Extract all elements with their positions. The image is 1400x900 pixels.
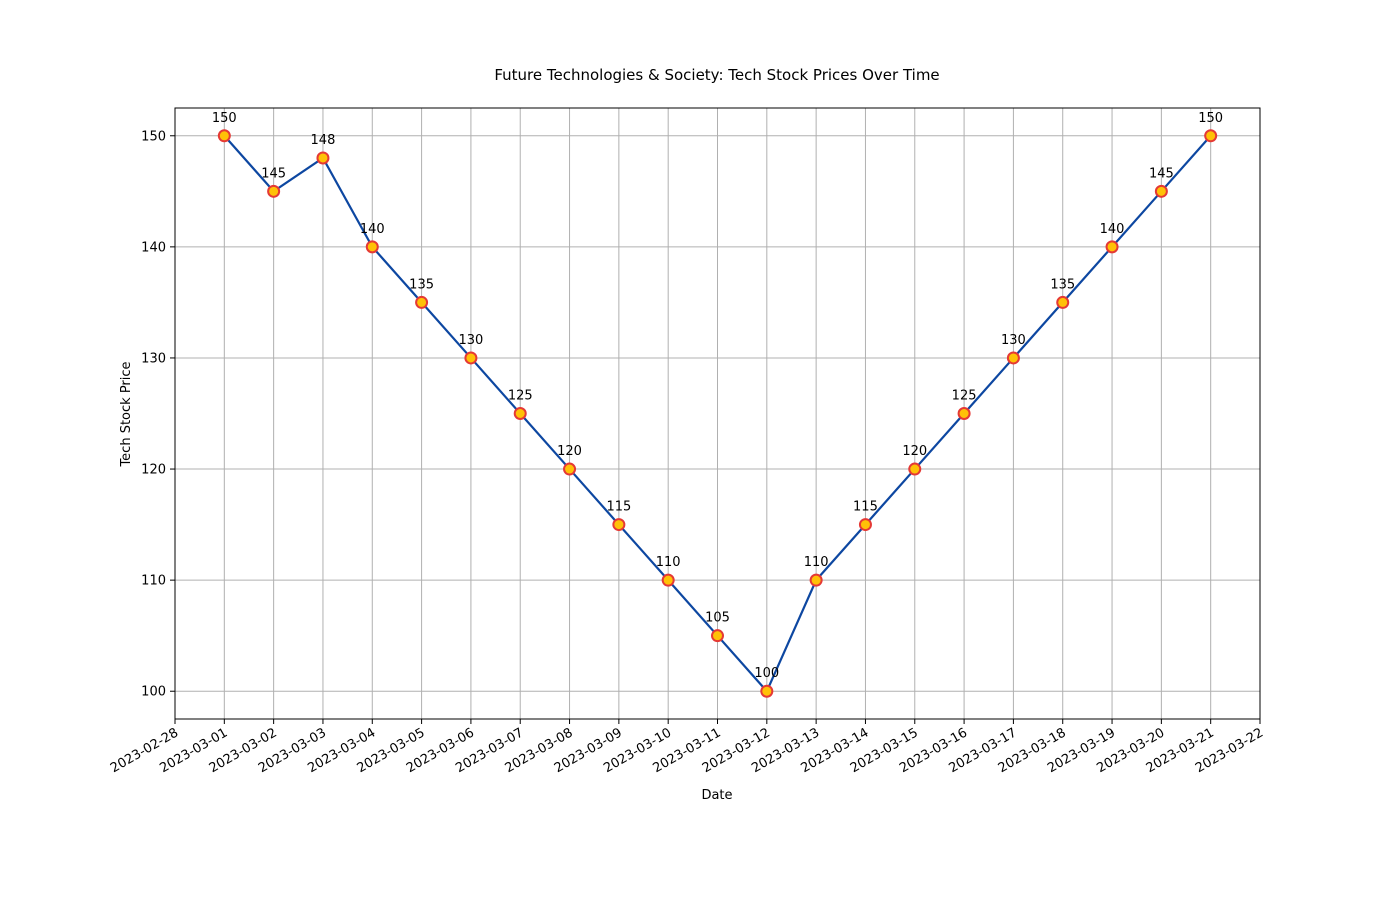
data-label: 110 <box>804 555 829 570</box>
data-label: 125 <box>952 389 977 404</box>
data-label: 115 <box>606 500 631 515</box>
data-label: 115 <box>853 500 878 515</box>
data-point <box>809 573 823 587</box>
data-point <box>217 129 231 143</box>
data-point <box>267 184 281 198</box>
data-label: 145 <box>261 166 286 181</box>
data-label: 140 <box>360 222 385 237</box>
data-label: 130 <box>1001 333 1026 348</box>
y-tick-label: 140 <box>141 240 166 255</box>
data-label: 125 <box>508 389 533 404</box>
data-label: 150 <box>212 111 237 126</box>
data-point <box>661 573 675 587</box>
chart-title: Future Technologies & Society: Tech Stoc… <box>494 66 939 84</box>
data-point <box>711 629 724 643</box>
data-label: 120 <box>557 444 582 459</box>
data-label: 100 <box>754 666 779 681</box>
y-tick-label: 110 <box>141 574 166 589</box>
y-tick-label: 100 <box>141 685 166 700</box>
data-label: 110 <box>656 555 681 570</box>
data-point <box>908 462 922 476</box>
data-point <box>858 518 872 532</box>
axis-ticks: 2023-02-282023-03-012023-03-022023-03-03… <box>108 129 1266 776</box>
data-label: 120 <box>902 444 927 459</box>
data-point <box>1204 129 1218 143</box>
x-axis-label: Date <box>701 788 732 803</box>
data-point <box>563 462 577 476</box>
data-point <box>1006 351 1020 365</box>
data-label: 150 <box>1198 111 1223 126</box>
data-point <box>316 151 330 165</box>
data-point <box>415 295 429 309</box>
y-tick-label: 150 <box>141 129 166 144</box>
data-points <box>217 129 1218 698</box>
data-label: 135 <box>1050 277 1075 292</box>
data-point <box>1056 295 1070 309</box>
data-label: 130 <box>458 333 483 348</box>
data-label: 105 <box>705 611 730 626</box>
data-label: 148 <box>311 133 336 148</box>
data-label: 135 <box>409 277 434 292</box>
y-tick-label: 130 <box>141 351 166 366</box>
data-point <box>612 518 626 532</box>
data-point <box>1105 240 1119 254</box>
data-point <box>464 351 478 365</box>
y-axis-label: Tech Stock Price <box>119 361 134 467</box>
data-label: 140 <box>1100 222 1125 237</box>
y-tick-label: 120 <box>141 463 166 478</box>
data-point <box>513 407 527 420</box>
plot-area-frame <box>174 107 1261 720</box>
grid <box>175 108 1260 719</box>
data-point <box>760 684 774 698</box>
data-labels: 150 145 148 140 135 130 125 120 115 110 105 100 110 1… <box>212 111 1223 681</box>
data-point <box>957 407 971 420</box>
data-label: 145 <box>1149 166 1174 181</box>
data-point <box>1154 184 1168 198</box>
data-point <box>365 240 379 254</box>
